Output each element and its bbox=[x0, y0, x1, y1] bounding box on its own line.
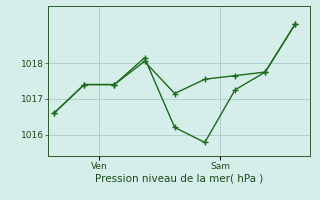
X-axis label: Pression niveau de la mer( hPa ): Pression niveau de la mer( hPa ) bbox=[95, 173, 263, 183]
